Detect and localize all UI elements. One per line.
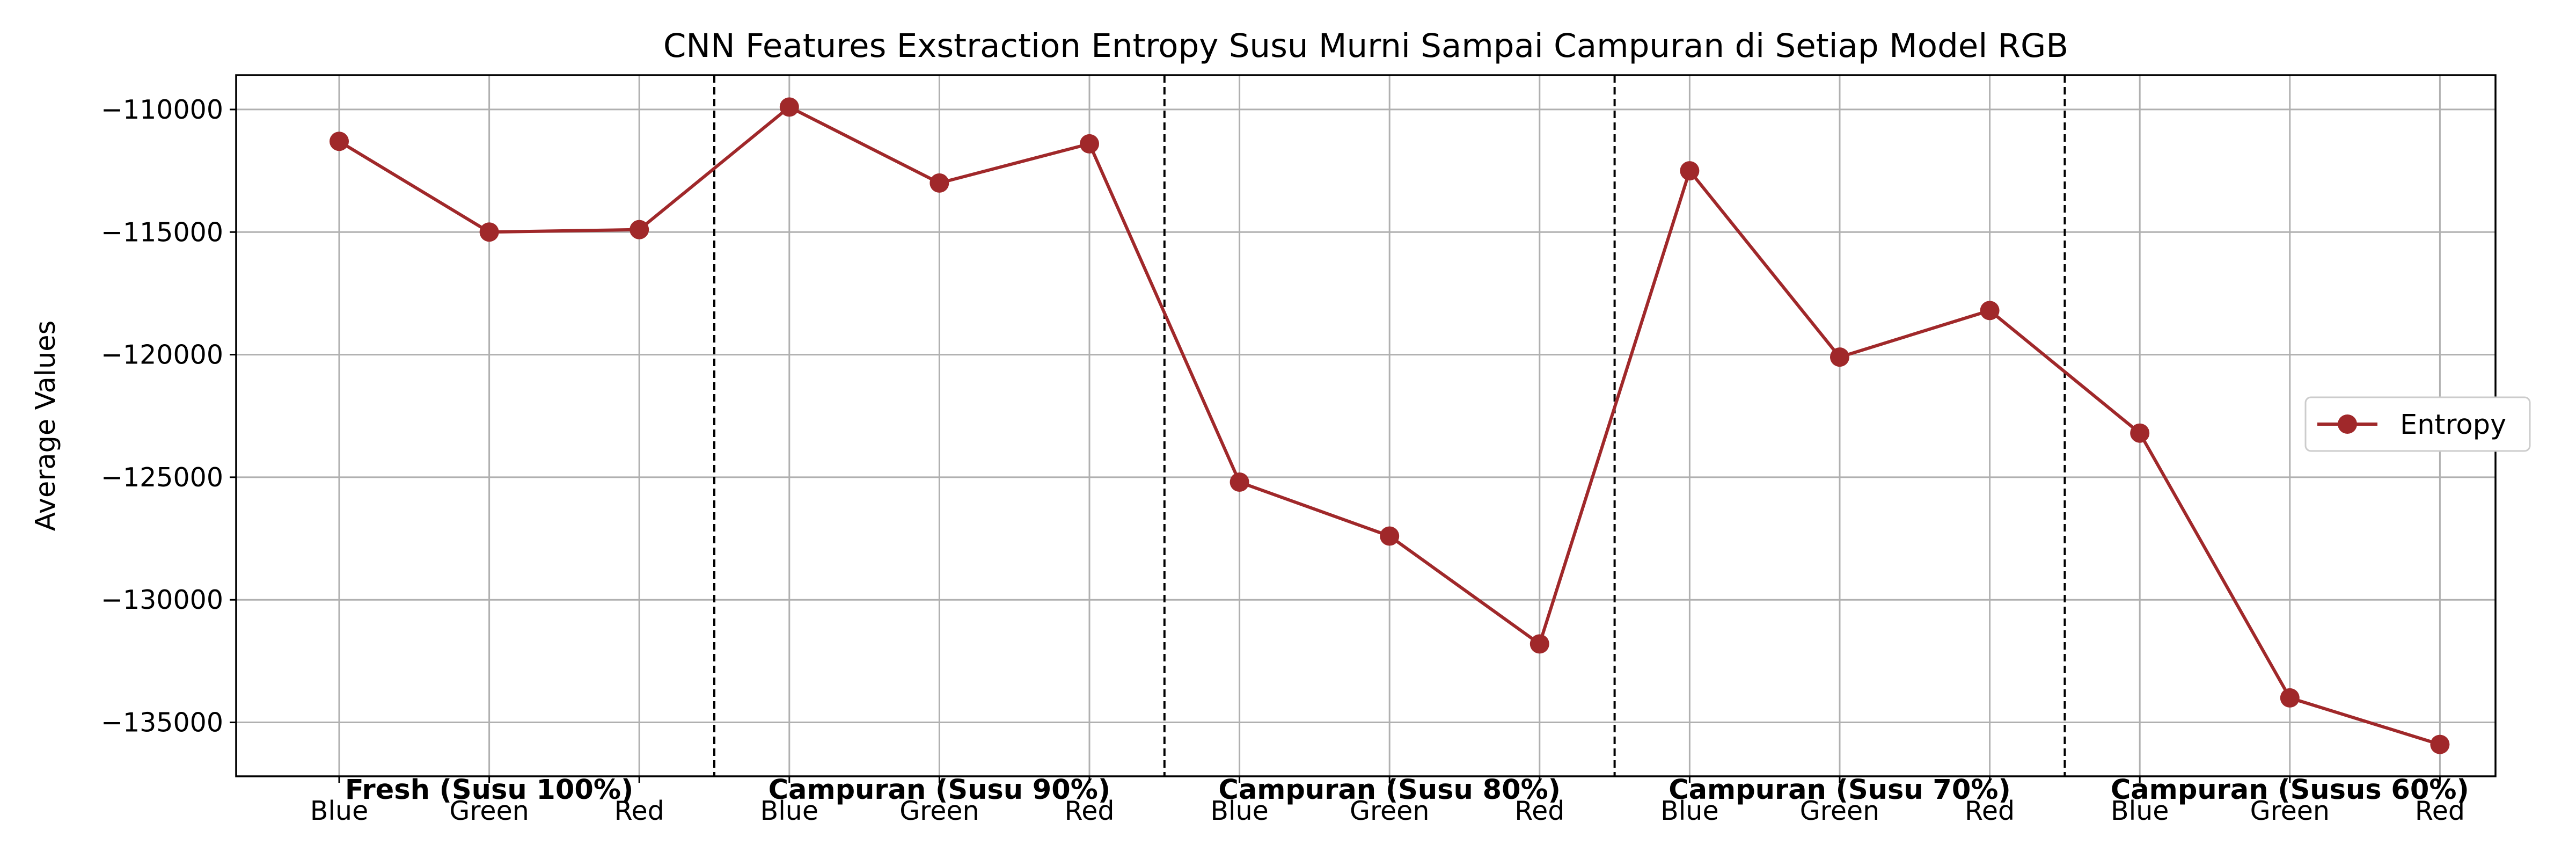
group-label: Campuran (Susu 70%) (1668, 774, 2011, 806)
group-label: Campuran (Susu 80%) (1218, 774, 1561, 806)
x-tick-label: Green (449, 796, 529, 826)
data-point (1230, 472, 1249, 492)
x-tick-label: Red (1514, 796, 1564, 826)
x-tick-label: Red (1064, 796, 1114, 826)
y-tick-label: −115000 (101, 217, 223, 247)
x-tick-label: Blue (1660, 796, 1718, 826)
x-tick-label: Blue (1210, 796, 1268, 826)
data-point (1380, 526, 1400, 546)
data-point (930, 173, 949, 193)
data-point (2130, 423, 2150, 443)
x-tick-label: Green (899, 796, 979, 826)
y-tick-labels: −110000 −115000 −120000 −125000 −130000 −1350… (101, 94, 223, 738)
legend-marker-swatch (2338, 414, 2357, 434)
x-tick-label: Blue (760, 796, 818, 826)
x-tick-label: Green (1350, 796, 1429, 826)
group-label: Campuran (Susus 60%) (2111, 774, 2469, 806)
data-point (330, 132, 349, 151)
x-tick-label: Blue (310, 796, 368, 826)
y-tick-label: −125000 (101, 462, 223, 493)
x-tick-label: Red (614, 796, 664, 826)
data-point (1080, 134, 1099, 154)
data-point (2430, 734, 2450, 754)
legend-entry-entropy: Entropy (2400, 409, 2506, 441)
x-tick-label: Green (2250, 796, 2330, 826)
plot-frame (235, 74, 2497, 777)
group-separators (713, 75, 2066, 776)
data-point (1980, 301, 2000, 321)
group-labels: Fresh (Susu 100%) Campuran (Susu 90%) Camp… (345, 774, 2469, 806)
x-tick-labels: Blue Green Red Blue Green Red Blue Green Red Blue… (310, 796, 2465, 826)
series-layer (330, 97, 2450, 754)
y-tick-label: −135000 (101, 708, 223, 738)
chart-title: CNN Features Exstraction Entropy Susu Mu… (663, 27, 2068, 65)
group-label: Fresh (Susu 100%) (345, 774, 633, 806)
data-point (2280, 688, 2300, 708)
data-point (779, 97, 799, 117)
x-tick-label: Red (1965, 796, 2015, 826)
data-point (1529, 634, 1549, 654)
x-tick-label: Red (2415, 796, 2465, 826)
group-label: Campuran (Susu 90%) (769, 774, 1111, 806)
x-tick-label: Blue (2111, 796, 2169, 826)
y-tick-label: −110000 (101, 94, 223, 125)
y-tick-label: −120000 (101, 340, 223, 370)
grid-layer (230, 75, 2496, 783)
y-tick-label: −130000 (101, 585, 223, 615)
legend: Entropy (2304, 396, 2531, 452)
legend-box (2304, 396, 2531, 452)
y-axis-label: Average Values (30, 321, 62, 531)
data-point (1680, 161, 1700, 181)
data-point (479, 222, 499, 242)
data-point (630, 220, 649, 239)
data-point (1830, 347, 1849, 367)
x-tick-label: Green (1800, 796, 1879, 826)
